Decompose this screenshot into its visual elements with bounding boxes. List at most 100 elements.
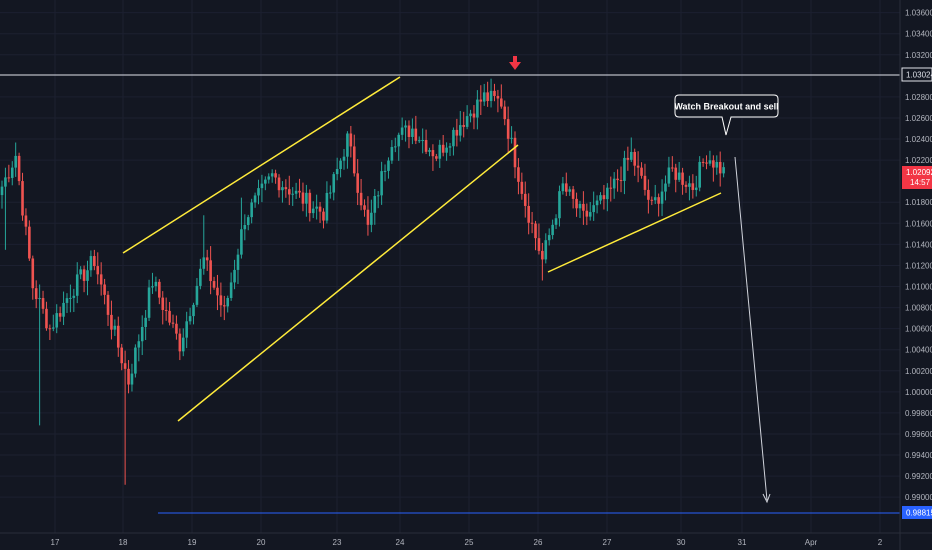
y-tick-label: 1.00200: [905, 367, 932, 376]
y-axis-labels: 1.03600 1.03400 1.03200 1.02800 1.02600 1.024…: [905, 9, 932, 503]
y-tick-label: 1.01600: [905, 219, 932, 228]
candle-body: [394, 146, 397, 148]
candle-body: [147, 287, 151, 318]
candle-body: [48, 328, 52, 330]
y-tick-label: 1.03200: [905, 51, 932, 60]
candle-body: [246, 217, 250, 226]
x-tick-label: Apr: [805, 538, 818, 547]
resistance-price-tag: 1.03024: [901, 67, 932, 82]
candle-body: [158, 281, 161, 298]
channel-lower-line: [177, 144, 519, 422]
candle-body: [7, 177, 11, 179]
candle-body: [62, 302, 65, 317]
candle-body: [305, 192, 308, 204]
x-tick-label: 17: [51, 538, 60, 547]
candle-body: [571, 189, 575, 199]
candle-body: [527, 205, 530, 223]
candle-body: [185, 321, 188, 338]
candle-body: [626, 157, 630, 160]
candle-body: [89, 256, 93, 271]
candle-body: [250, 202, 253, 218]
candle-body: [346, 133, 349, 157]
candle-body: [383, 170, 387, 172]
candle-body: [298, 190, 301, 193]
candle-body: [55, 313, 59, 328]
candle-body: [342, 156, 346, 161]
candle-body: [233, 269, 236, 283]
candle-body: [21, 181, 24, 216]
candle-body: [52, 327, 55, 329]
annotation-text: Watch Breakout and sell: [674, 102, 778, 112]
candle-body: [476, 99, 479, 118]
candle-body: [373, 195, 377, 213]
channel-upper-line: [122, 76, 401, 254]
candle-body: [417, 140, 421, 142]
y-tick-label: 0.99800: [905, 409, 932, 418]
candle-body: [554, 218, 558, 225]
candle-body: [465, 116, 469, 127]
candle-body: [493, 90, 496, 96]
candle-body: [329, 192, 332, 194]
candle-body: [653, 197, 657, 201]
countdown-label: 14:57: [910, 178, 931, 187]
candle-body: [199, 268, 202, 286]
candle-body: [31, 258, 35, 289]
y-tick-label: 1.03400: [905, 30, 932, 39]
candle-body: [565, 183, 568, 192]
candle-body: [619, 180, 623, 182]
x-tick-label: 18: [119, 538, 128, 547]
candle-body: [547, 235, 551, 241]
annotation-callout: Watch Breakout and sell: [674, 94, 779, 136]
candle-body: [482, 92, 486, 102]
candle-body: [629, 151, 633, 160]
candle-body: [472, 113, 476, 118]
candle-body: [82, 269, 86, 281]
candle-body: [660, 191, 664, 204]
candle-body: [523, 193, 527, 206]
candle-body: [274, 173, 277, 178]
candle-body: [359, 192, 363, 206]
candle-body: [253, 195, 257, 203]
candle-body: [130, 373, 134, 385]
target-price-tag: 0.98815: [902, 506, 932, 519]
x-tick-label: 2: [878, 538, 883, 547]
candle-body: [363, 205, 366, 210]
candle-body: [120, 347, 123, 364]
target-price-label: 0.98815: [906, 509, 932, 518]
candle-body: [486, 92, 489, 102]
candle-body: [448, 146, 452, 148]
candle-body: [544, 240, 548, 260]
candle-body: [667, 167, 671, 184]
candle-body: [86, 270, 89, 281]
candle-body: [414, 128, 418, 141]
candle-body: [284, 187, 288, 190]
candle-body: [568, 189, 572, 192]
candle-body: [134, 347, 137, 374]
candle-body: [677, 172, 681, 180]
candle-body: [264, 179, 267, 184]
candle-body: [592, 205, 595, 213]
y-tick-label: 1.01400: [905, 240, 932, 249]
candle-body: [287, 189, 291, 195]
candle-body: [438, 144, 442, 159]
candle-body: [93, 256, 96, 267]
candle-body: [520, 181, 524, 194]
candle-body: [503, 106, 507, 120]
candle-body: [541, 250, 544, 260]
candle-body: [712, 160, 715, 168]
candle-body: [640, 167, 643, 176]
candle-body: [421, 140, 424, 142]
x-tick-label: 27: [603, 538, 612, 547]
candle-body: [171, 322, 175, 324]
candle-body: [537, 238, 541, 251]
candle-body: [633, 151, 636, 166]
candle-body: [513, 137, 517, 168]
candle-body: [578, 203, 582, 209]
candle-body: [701, 161, 705, 163]
y-tick-label: 1.02600: [905, 114, 932, 123]
candle-body: [318, 206, 322, 212]
candle-body: [223, 305, 226, 307]
candle-body: [431, 150, 435, 157]
